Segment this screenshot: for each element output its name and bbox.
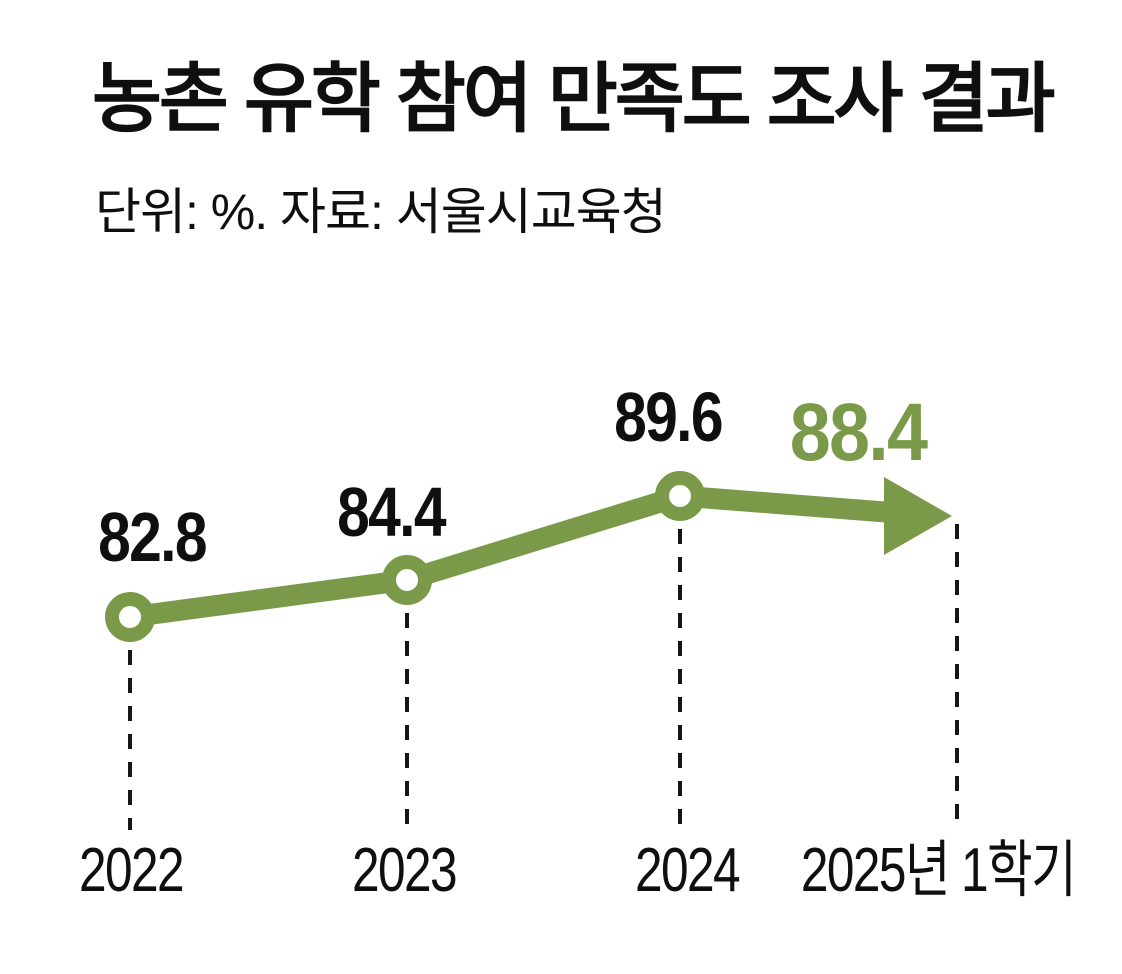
x-axis-label-2023: 2023 <box>352 836 458 905</box>
value-label-2025-highlight: 88.4 <box>789 387 928 478</box>
x-axis-label-2025-semester1: 2025년 1학기 <box>800 836 1077 905</box>
chart-title: 농촌 유학 참여 만족도 조사 결과 <box>92 57 1056 142</box>
data-point-marker-2024 <box>655 471 705 521</box>
data-point-marker-2022 <box>105 592 155 642</box>
data-point-marker-2023 <box>382 555 432 605</box>
x-axis-label-2024: 2024 <box>635 836 741 905</box>
x-axis-label-2022: 2022 <box>79 836 185 905</box>
trend-line <box>128 485 899 628</box>
value-label-2022: 82.8 <box>98 498 207 576</box>
trend-arrow-icon <box>884 477 952 555</box>
value-label-2024: 89.6 <box>614 378 723 456</box>
value-label-2023: 84.4 <box>337 473 446 551</box>
chart-subtitle: 단위: %. 자료: 서울시교육청 <box>95 184 667 240</box>
